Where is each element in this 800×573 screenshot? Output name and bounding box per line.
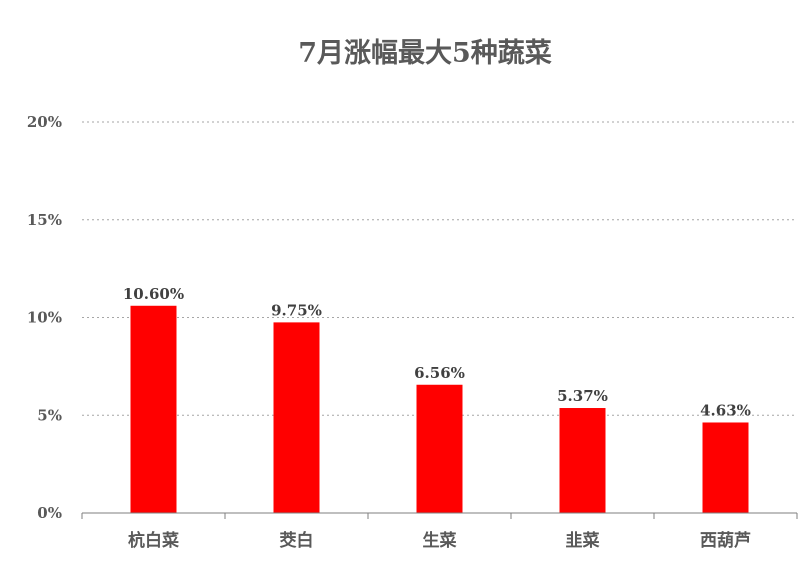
y-tick-label-5: 5% xyxy=(37,406,62,424)
y-axis-tick-labels: 0% 5% 10% 15% 20% xyxy=(27,113,62,522)
data-label-0: 10.60% xyxy=(123,285,184,303)
bars xyxy=(130,305,749,513)
data-label-2: 6.56% xyxy=(414,364,465,382)
y-tick-label-20: 20% xyxy=(27,113,62,131)
data-label-3: 5.37% xyxy=(557,387,608,405)
chart-title: 7月涨幅最大5种蔬菜 xyxy=(298,38,552,69)
bar-0 xyxy=(130,305,177,513)
category-label-0: 杭白菜 xyxy=(128,530,180,551)
bar-3 xyxy=(559,408,606,513)
x-axis-ticks xyxy=(81,513,798,519)
category-label-1: 茭白 xyxy=(280,530,314,551)
y-tick-label-0: 0% xyxy=(37,504,62,522)
y-tick-label-10: 10% xyxy=(27,309,62,327)
x-axis-category-labels: 杭白菜 茭白 生菜 韭菜 西葫芦 xyxy=(128,530,751,551)
y-tick-label-15: 15% xyxy=(27,211,62,229)
data-labels: 10.60% 9.75% 6.56% 5.37% 4.63% xyxy=(123,285,751,420)
data-label-4: 4.63% xyxy=(700,401,751,419)
category-label-2: 生菜 xyxy=(423,530,458,551)
gridlines xyxy=(82,121,797,416)
category-label-3: 韭菜 xyxy=(566,531,601,551)
bar-1 xyxy=(273,322,320,513)
bar-4 xyxy=(702,422,749,513)
category-label-4: 西葫芦 xyxy=(700,530,751,551)
bar-2 xyxy=(416,384,463,513)
data-label-1: 9.75% xyxy=(271,301,322,319)
